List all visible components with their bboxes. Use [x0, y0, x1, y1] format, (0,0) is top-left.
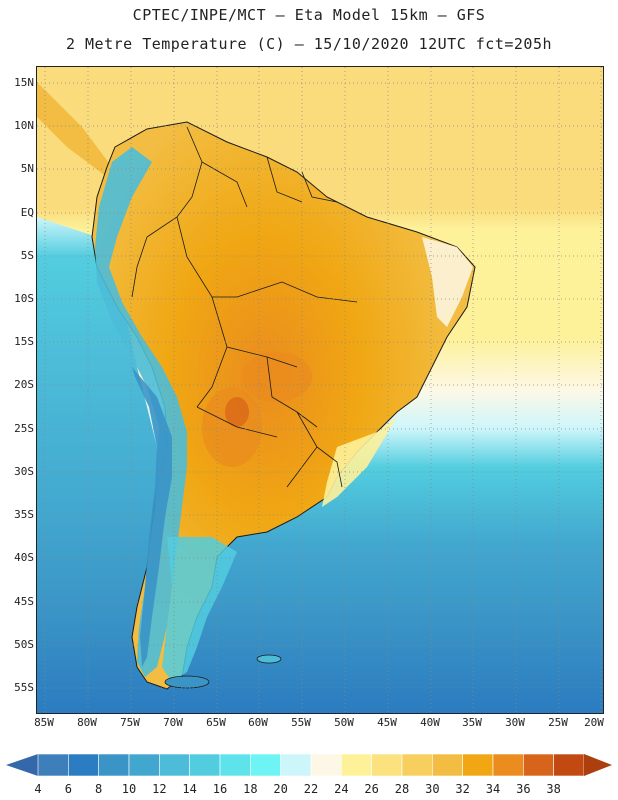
- lon-label: 55W: [291, 716, 311, 729]
- lon-label: 65W: [206, 716, 226, 729]
- northeast-coast-mild: [422, 237, 473, 327]
- colorbar-swatch: [250, 753, 281, 777]
- lat-label: 40S: [14, 551, 34, 564]
- lat-label: 35S: [14, 508, 34, 521]
- colorbar-tick-label: 10: [121, 782, 137, 796]
- lon-label: 40W: [420, 716, 440, 729]
- colorbar-tick-label: 28: [394, 782, 410, 796]
- southeast-coast-mild: [322, 417, 397, 507]
- lat-label: 45S: [14, 595, 34, 608]
- lon-label: 35W: [462, 716, 482, 729]
- colorbar-tick-label: 32: [455, 782, 470, 796]
- lat-label: 10N: [14, 119, 34, 132]
- colorbar-tick-label: 8: [95, 782, 103, 796]
- map-canvas: [37, 67, 603, 713]
- colorbar-swatch: [432, 753, 463, 777]
- colorbar-swatch: [371, 753, 403, 777]
- lon-label: 30W: [505, 716, 525, 729]
- lat-label: 10S: [14, 292, 34, 305]
- colorbar-tick-label: 38: [546, 782, 561, 796]
- lon-label: 50W: [334, 716, 354, 729]
- andes-coldest-core: [132, 367, 172, 667]
- colorbar-tick-label: 36: [516, 782, 531, 796]
- lon-label: 80W: [77, 716, 97, 729]
- lon-label: 25W: [548, 716, 568, 729]
- colorbar-tick-label: 20: [273, 782, 288, 796]
- colorbar-tick-label: 12: [152, 782, 167, 796]
- lat-label: 5N: [20, 162, 34, 175]
- colorbar-swatch: [68, 753, 99, 777]
- colorbar-tick-label: 18: [243, 782, 258, 796]
- colorbar-tick-label: 30: [425, 782, 440, 796]
- colorbar-swatch: [219, 753, 251, 777]
- lat-label: 20S: [14, 378, 34, 391]
- chart-title-line1: CPTEC/INPE/MCT – Eta Model 15km – GFS: [132, 6, 486, 24]
- lat-label: 5S: [20, 249, 34, 262]
- lon-label: 60W: [248, 716, 268, 729]
- colorbar-high-arrow: [584, 754, 612, 776]
- lon-label: 85W: [34, 716, 54, 729]
- falkland-islands: [256, 654, 282, 664]
- colorbar-swatch: [492, 753, 524, 777]
- colorbar-swatch: [37, 753, 69, 777]
- lat-label: 15N: [14, 76, 34, 89]
- colorbar-tick-label: 4: [34, 782, 42, 796]
- lon-label: 45W: [377, 716, 397, 729]
- hottest-spot: [225, 397, 249, 427]
- colorbar-tick-label: 22: [303, 782, 319, 796]
- lon-label: 70W: [163, 716, 183, 729]
- lat-label: 30S: [14, 465, 34, 478]
- colorbar-swatch: [553, 753, 585, 777]
- colorbar-swatch: [401, 753, 433, 777]
- colorbar-tick-label: 6: [64, 782, 72, 796]
- patagonia-cool-region: [162, 537, 237, 682]
- lat-label: EQ: [20, 206, 34, 219]
- colorbar-tick-label: 14: [182, 782, 197, 796]
- lon-label: 75W: [120, 716, 140, 729]
- temperature-map: [36, 66, 604, 714]
- colorbar-swatch: [462, 753, 494, 777]
- colorbar-swatch: [98, 753, 130, 777]
- temperature-colorbar: [6, 753, 612, 777]
- colorbar-tick-label: 24: [334, 782, 349, 796]
- colorbar-swatch: [341, 753, 372, 777]
- pacific-ocean: [37, 217, 167, 713]
- colorbar-swatch: [189, 753, 221, 777]
- colorbar-swatch: [280, 753, 312, 777]
- tierra-del-fuego: [164, 675, 210, 689]
- lat-label: 25S: [14, 422, 34, 435]
- colorbar-swatch: [159, 753, 190, 777]
- colorbar-tick-label: 26: [364, 782, 379, 796]
- colorbar-swatch: [128, 753, 160, 777]
- colorbar-swatch: [523, 753, 554, 777]
- country-borders: [131, 126, 358, 488]
- central-america: [37, 82, 112, 177]
- lat-label: 55S: [14, 681, 34, 694]
- caribbean-sea: [37, 77, 287, 157]
- chart-title-line2: 2 Metre Temperature (C) – 15/10/2020 12U…: [65, 35, 553, 53]
- colorbar-tick-label: 16: [212, 782, 228, 796]
- colorbar-low-arrow: [6, 754, 38, 776]
- hot-core-paraguay: [242, 352, 312, 402]
- colorbar-tick-label: 34: [485, 782, 501, 796]
- lat-label: 50S: [14, 638, 34, 651]
- lon-label: 20W: [584, 716, 604, 729]
- colorbar-swatch: [310, 753, 342, 777]
- lat-label: 15S: [14, 335, 34, 348]
- andes-cold-band: [95, 147, 187, 677]
